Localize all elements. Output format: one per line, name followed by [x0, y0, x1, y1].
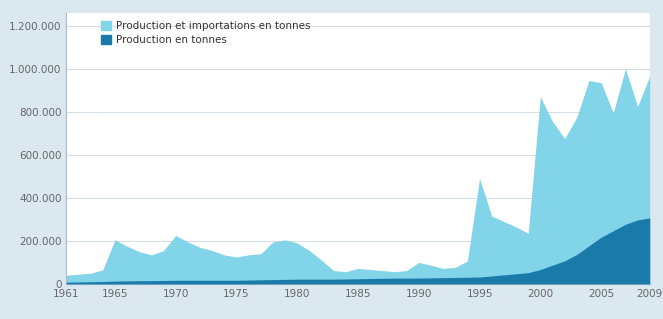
Legend: Production et importations en tonnes, Production en tonnes: Production et importations en tonnes, Pr…: [101, 21, 311, 45]
